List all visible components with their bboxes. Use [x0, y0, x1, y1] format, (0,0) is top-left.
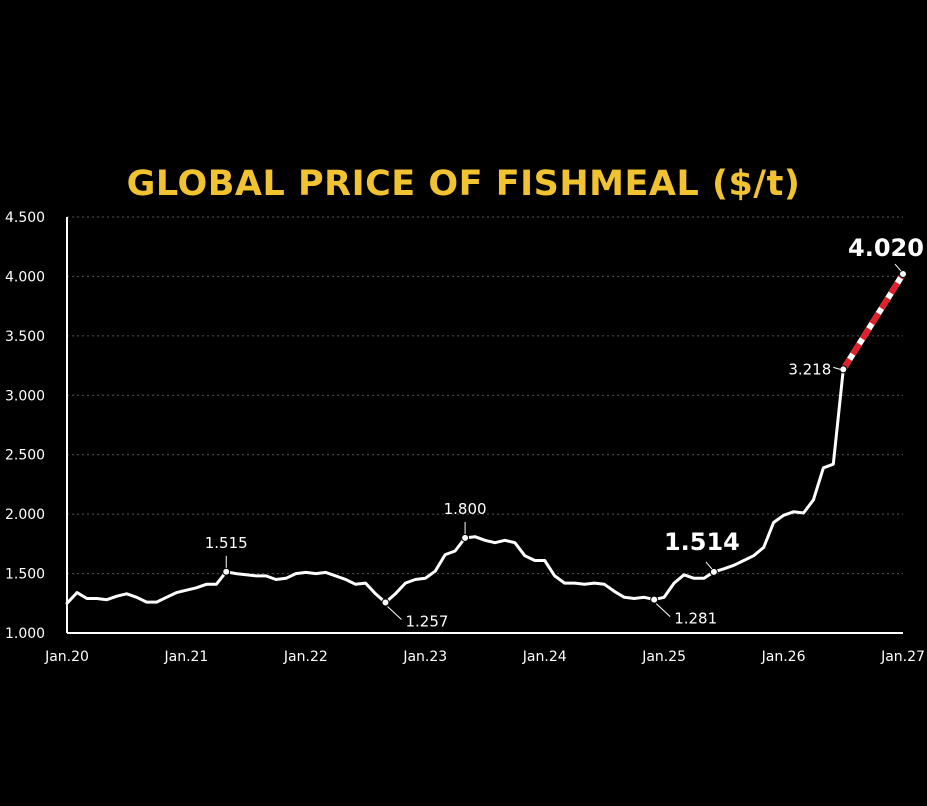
annotation-connector — [894, 263, 902, 272]
data-label: 1.514 — [664, 528, 740, 556]
x-tick-label: Jan.27 — [880, 649, 925, 665]
data-point-marker — [839, 365, 848, 374]
y-tick-label: 2.500 — [5, 448, 45, 464]
x-tick-label: Jan.24 — [522, 649, 567, 665]
data-label: 1.257 — [405, 612, 448, 630]
y-tick-label: 1.000 — [5, 626, 45, 642]
annotation-connector — [655, 603, 671, 617]
y-axis-tick-labels: 1.000 1.500 2.000 2.500 3.000 3.500 4.000 4.500 — [5, 210, 45, 642]
axes — [66, 217, 903, 634]
price-line — [65, 367, 845, 605]
x-axis-tick-labels: Jan.20 Jan.21 Jan.22 Jan.23 Jan.24 Jan.25 Jan.… — [44, 649, 925, 665]
data-label: 4.020 — [848, 234, 924, 262]
x-tick-label: Jan.26 — [761, 649, 806, 665]
data-label: 1.281 — [674, 610, 717, 628]
x-tick-label: Jan.22 — [283, 649, 328, 665]
x-tick-label: Jan.25 — [641, 649, 686, 665]
data-points — [222, 270, 907, 607]
data-label: 1.800 — [444, 500, 487, 518]
x-tick-label: Jan.20 — [44, 649, 89, 665]
data-label: 3.218 — [788, 360, 831, 378]
projection-line-dashes — [840, 272, 906, 371]
annotation-connector — [387, 606, 402, 620]
price-series — [65, 272, 906, 605]
y-tick-label: 4.500 — [5, 210, 45, 226]
value-annotations: 1.515 1.257 1.800 1.281 1.514 3.218 4.020 — [205, 234, 924, 630]
data-point-marker — [222, 567, 231, 576]
annotation-connector — [705, 561, 713, 570]
y-tick-label: 3.500 — [5, 329, 45, 345]
data-point-marker — [709, 567, 718, 576]
y-tick-label: 2.000 — [5, 507, 45, 523]
x-tick-label: Jan.23 — [402, 649, 447, 665]
data-label: 1.515 — [205, 534, 248, 552]
data-point-marker — [461, 533, 470, 542]
data-point-marker — [899, 270, 907, 279]
data-point-marker — [381, 598, 390, 607]
grid-lines — [67, 216, 903, 575]
y-tick-label: 4.000 — [5, 269, 45, 285]
annotation-connector — [833, 366, 841, 370]
y-tick-label: 3.000 — [5, 388, 45, 404]
chart-title: GLOBAL PRICE OF FISHMEAL ($/t) — [126, 164, 801, 204]
x-tick-label: Jan.21 — [163, 649, 208, 665]
y-tick-label: 1.500 — [5, 567, 45, 583]
data-point-marker — [650, 595, 659, 604]
